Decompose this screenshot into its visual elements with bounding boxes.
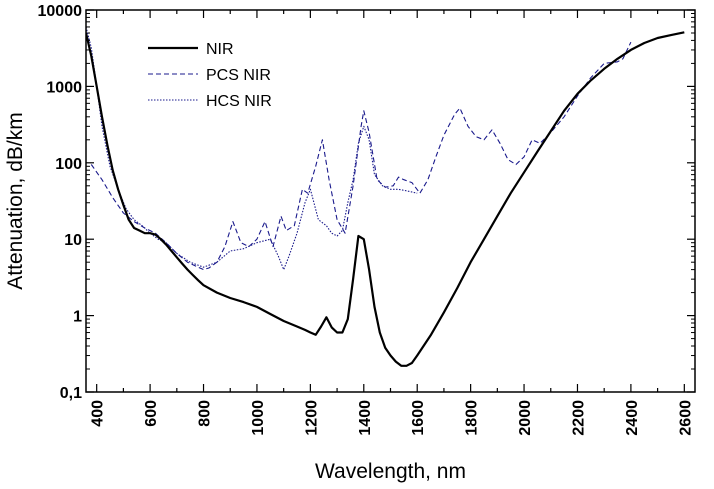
- y-tick-label: 1: [73, 309, 82, 326]
- series-line-hcs-nir: [86, 26, 418, 271]
- legend: NIR PCS NIR HCS NIR: [148, 41, 272, 110]
- y-tick-label: 10000: [38, 3, 83, 20]
- x-tick-label: 2400: [624, 400, 641, 436]
- x-tick-label: 1000: [250, 400, 267, 436]
- x-tick-label: 2600: [677, 400, 694, 436]
- series-lines: [86, 26, 685, 367]
- x-tick-label: 600: [143, 400, 160, 427]
- plot-frame: [85, 9, 696, 393]
- x-tick-label: 2000: [517, 400, 534, 436]
- x-tick-label: 1600: [410, 400, 427, 436]
- y-tick-label: 0,1: [60, 385, 82, 402]
- x-tick-label: 800: [197, 400, 214, 427]
- x-tick-labels: 400 600 800 1000 1200 1400 1600 1800 2000 2200 240…: [90, 400, 695, 436]
- x-axis-title: Wavelength, nm: [315, 460, 466, 483]
- y-axis-title: Attenuation, dB/km: [4, 112, 27, 289]
- series-line-nir: [86, 31, 685, 367]
- x-tick-label: 2200: [570, 400, 587, 436]
- y-tick-label: 100: [55, 156, 82, 173]
- x-tick-label: 400: [90, 400, 107, 427]
- legend-label-hcs-nir: HCS NIR: [206, 93, 272, 110]
- x-tick-label: 1800: [464, 400, 481, 436]
- x-tick-label: 1400: [357, 400, 374, 436]
- x-tick-label: 1200: [303, 400, 320, 436]
- y-tick-labels: 0,1 1 10 100 1000 10000: [38, 3, 83, 402]
- y-tick-label: 1000: [46, 79, 82, 96]
- y-tick-label: 10: [64, 232, 82, 249]
- legend-label-pcs-nir: PCS NIR: [206, 67, 271, 84]
- series-line-pcs-nir: [90, 41, 632, 271]
- legend-label-nir: NIR: [206, 41, 234, 58]
